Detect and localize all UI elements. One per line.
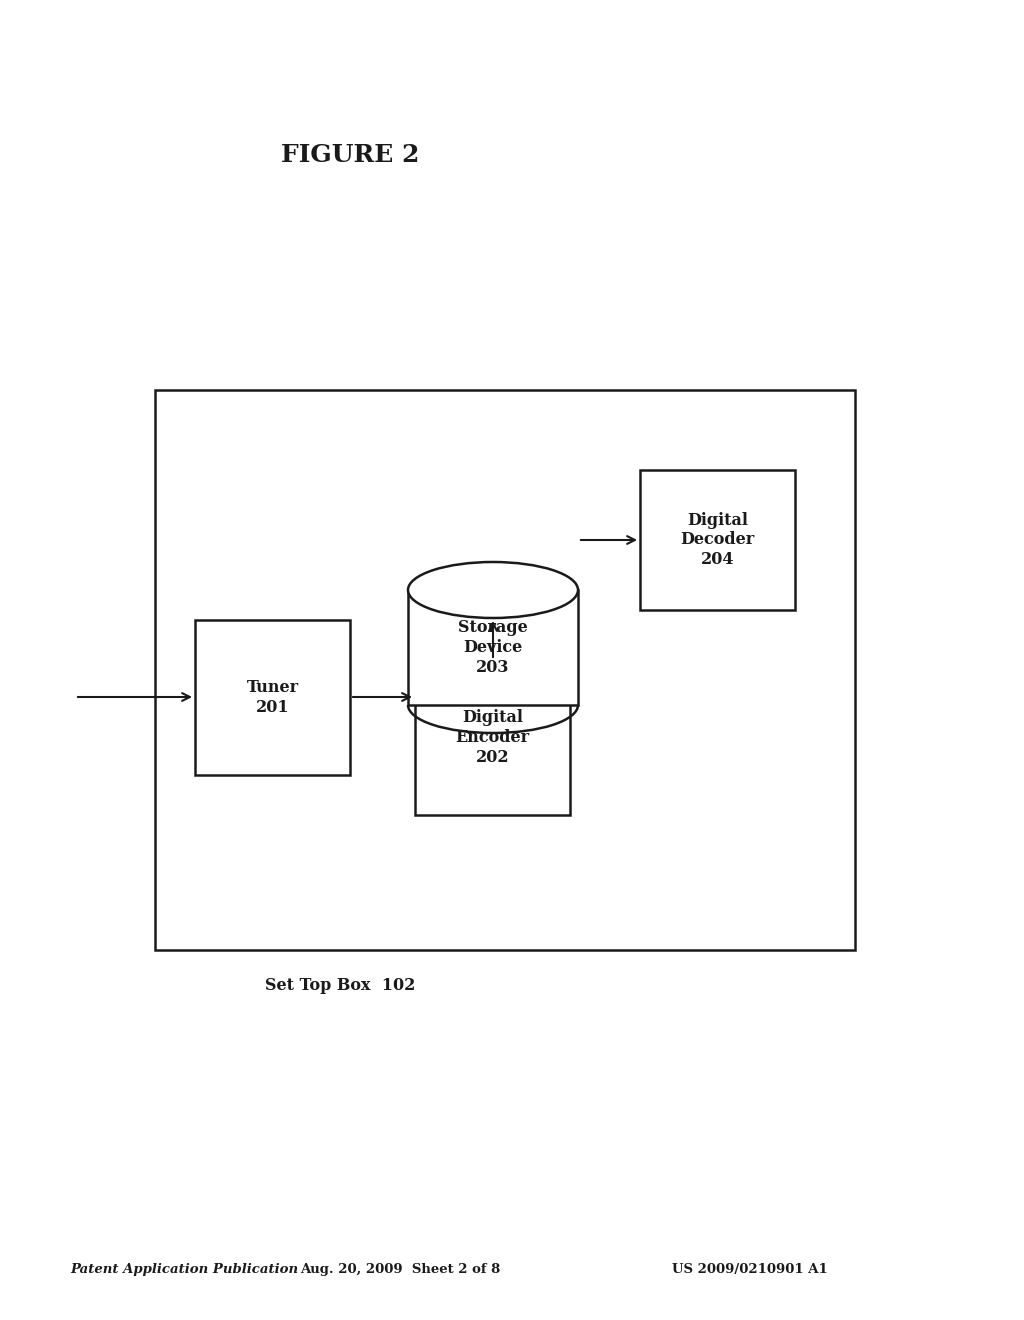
Text: Storage
Device
203: Storage Device 203	[458, 619, 528, 676]
Text: Set Top Box  102: Set Top Box 102	[265, 977, 415, 994]
Bar	[640, 470, 795, 610]
Text: Tuner
201: Tuner 201	[247, 680, 299, 715]
Text: Digital
Decoder
204: Digital Decoder 204	[680, 512, 755, 568]
Bar	[408, 590, 578, 705]
Text: Aug. 20, 2009  Sheet 2 of 8: Aug. 20, 2009 Sheet 2 of 8	[300, 1263, 500, 1276]
Bar	[415, 660, 570, 814]
Text: Digital
Encoder
202: Digital Encoder 202	[456, 709, 529, 766]
Text: US 2009/0210901 A1: US 2009/0210901 A1	[672, 1263, 827, 1276]
Text: Patent Application Publication: Patent Application Publication	[70, 1263, 298, 1276]
Bar	[195, 620, 350, 775]
Text: FIGURE 2: FIGURE 2	[281, 143, 419, 168]
Ellipse shape	[408, 562, 578, 618]
Bar	[155, 389, 855, 950]
